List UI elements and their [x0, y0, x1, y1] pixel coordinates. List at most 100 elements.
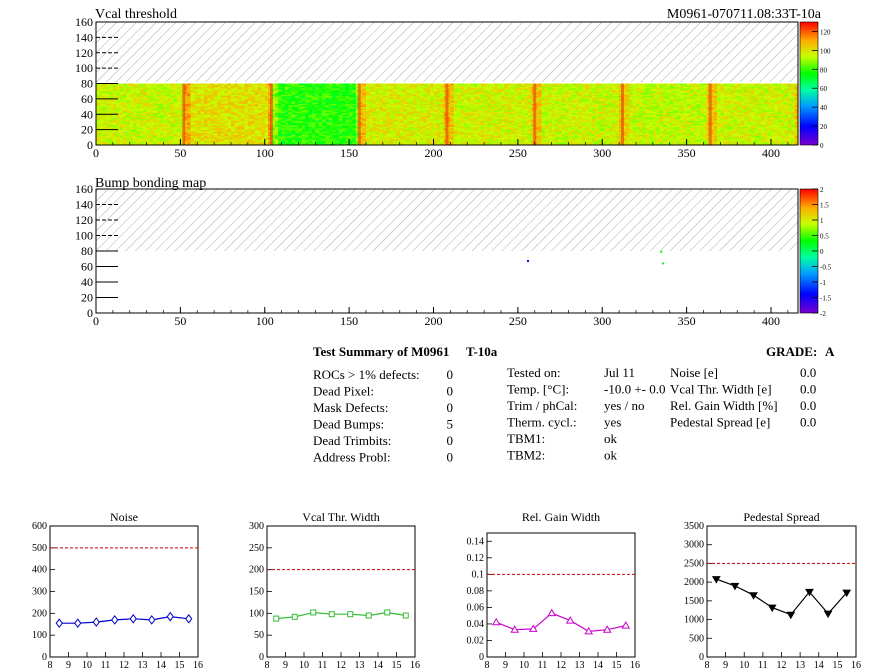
x-tick-label: 9	[283, 660, 288, 671]
series-line	[496, 612, 626, 633]
summary-title-suffix: T-10a	[466, 344, 498, 359]
x-tick-label: 300	[593, 146, 611, 160]
y-tick-label: 0.1	[472, 569, 485, 580]
x-tick-label: 13	[138, 660, 148, 671]
summary-value: ok	[604, 431, 618, 446]
colorbar-tick-label: 60	[820, 85, 828, 93]
x-tick-label: 100	[256, 314, 274, 328]
x-tick-label: 16	[193, 660, 203, 671]
x-tick-label: 13	[795, 660, 805, 671]
x-tick-label: 13	[575, 660, 585, 671]
y-tick-label: 0.08	[467, 586, 485, 597]
bump-colorbar: 2 1.5 1 0.5 0 -0.5 -1 -1.5 -2	[799, 186, 832, 318]
y-tick-label: 0	[479, 652, 484, 663]
roc-edge-column	[357, 83, 361, 145]
x-tick-label: 14	[373, 660, 383, 671]
vcal-width-plot: Vcal Thr. Width 8 9 10 11 12 13 14 15 16 0 50 100 150…	[249, 510, 420, 671]
series-line	[716, 578, 848, 616]
x-tick-label: 9	[723, 660, 728, 671]
y-tick-label: 0	[87, 306, 93, 320]
y-tick-label: 80	[81, 244, 93, 258]
data-point	[185, 613, 193, 624]
pedestal-spread-frame	[706, 525, 857, 658]
x-tick-label: 11	[758, 660, 768, 671]
dead-bump-point	[662, 262, 664, 265]
y-tick-label: 1500	[684, 596, 704, 607]
summary-label: Address Probl:	[313, 450, 391, 465]
x-tick-label: 150	[340, 314, 358, 328]
summary-label: Trim / phCal:	[507, 398, 577, 413]
summary-label: Temp. [°C]:	[507, 382, 569, 397]
y-tick-label: 100	[249, 608, 264, 619]
summary-value: Jul 11	[604, 365, 635, 380]
gain-width-plot: Rel. Gain Width 8 9 10 11 12 13 14 15 16 0 0.02 0.04…	[467, 510, 641, 671]
y-tick-label: 2500	[684, 558, 704, 569]
summary-value: yes / no	[604, 398, 644, 413]
colorbar-tick-label: 0.5	[820, 233, 829, 241]
y-tick-label: 60	[81, 260, 93, 274]
x-tick-label: 8	[485, 660, 490, 671]
vcal-map-hatched-region	[96, 22, 798, 82]
x-tick-label: 16	[851, 660, 861, 671]
noise-frame	[49, 525, 199, 658]
x-tick-label: 8	[48, 660, 53, 671]
x-tick-label: 14	[593, 660, 603, 671]
summary-label: Dead Pixel:	[313, 384, 374, 399]
grade-value: A	[825, 344, 835, 359]
summary-value: ok	[604, 448, 618, 463]
dead-bump-point	[527, 260, 529, 263]
y-tick-label: 160	[75, 182, 93, 196]
x-tick-label: 200	[425, 314, 443, 328]
roc-edge-column	[445, 83, 449, 145]
data-point	[148, 615, 156, 625]
y-tick-label: 400	[32, 565, 47, 576]
data-point	[621, 621, 631, 629]
summary-label: TBM1:	[507, 431, 545, 446]
y-tick-label: 140	[75, 30, 93, 44]
summary-value: 0.0	[800, 382, 816, 397]
colorbar-tick-label: -2	[820, 310, 826, 318]
y-tick-label: 140	[75, 198, 93, 212]
x-tick-label: 10	[82, 660, 92, 671]
noise-title: Noise	[110, 510, 138, 524]
roc-edge-column	[533, 83, 537, 145]
colorbar-tick-label: -0.5	[820, 264, 832, 272]
data-point	[111, 615, 119, 625]
summary-value: 0	[447, 400, 454, 415]
y-tick-label: 150	[249, 587, 264, 598]
data-point	[805, 588, 814, 597]
summary-label: Pedestal Spread [e]	[670, 415, 770, 430]
vcal-map-cells	[96, 83, 799, 146]
y-tick-label: 600	[32, 521, 47, 532]
colorbar-tick-label: 100	[820, 47, 831, 55]
x-tick-label: 15	[832, 660, 842, 671]
data-point	[328, 611, 335, 618]
bump-bonding-map: Bump bonding map 0 50 100 150 200 250 300 350 40…	[75, 176, 832, 328]
y-tick-label: 120	[75, 213, 93, 227]
data-point	[55, 618, 63, 628]
y-tick-label: 0.14	[467, 536, 485, 547]
x-tick-label: 15	[612, 660, 622, 671]
vcal-colorbar: 0 20 40 60 80 100 120	[799, 21, 831, 150]
colorbar-tick-label: 1.5	[820, 202, 829, 210]
x-tick-label: 12	[119, 660, 129, 671]
y-tick-label: 200	[32, 608, 47, 619]
summary-value: 0	[447, 367, 454, 382]
series-line	[276, 611, 406, 620]
x-tick-label: 9	[66, 660, 71, 671]
summary-value: 0	[447, 433, 454, 448]
x-tick-label: 10	[519, 660, 529, 671]
data-point	[129, 613, 137, 624]
colorbar-tick-label: 120	[820, 28, 831, 36]
y-tick-label: 60	[81, 92, 93, 106]
y-tick-label: 2000	[684, 577, 704, 588]
x-tick-label: 10	[299, 660, 309, 671]
data-point	[347, 611, 354, 618]
data-point	[823, 610, 833, 619]
x-tick-label: 350	[678, 314, 696, 328]
x-tick-label: 200	[425, 146, 443, 160]
x-tick-label: 300	[593, 314, 611, 328]
colorbar-tick-label: 80	[820, 66, 828, 74]
